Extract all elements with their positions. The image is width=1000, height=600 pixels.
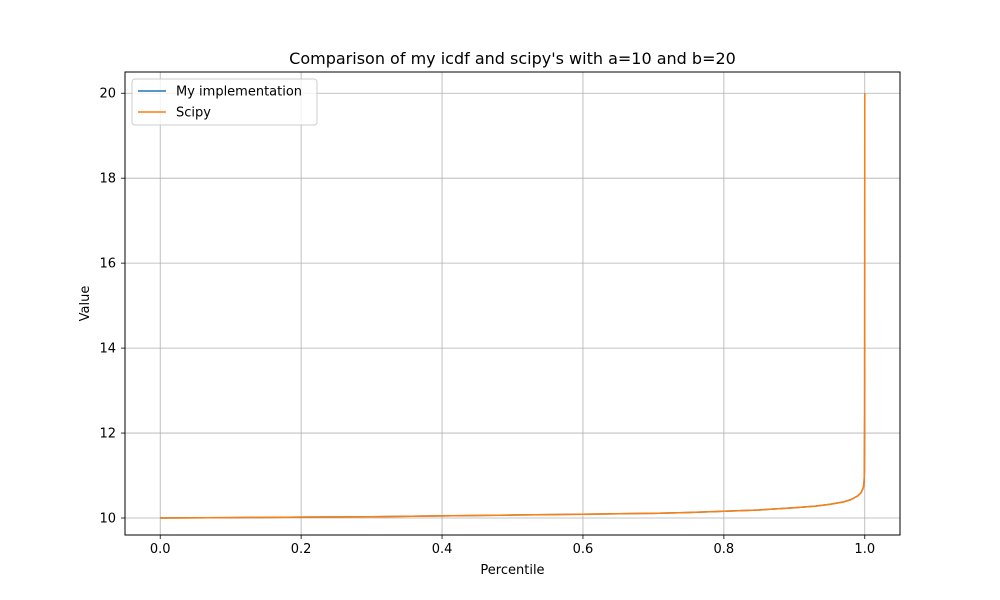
y-axis-ticks: 10 12 14 16 18 20 (99, 87, 125, 527)
legend: My implementation Scipy (131, 78, 318, 126)
x-tick-label: 0.8 (714, 542, 735, 557)
chart-title: Comparison of my icdf and scipy's with a… (289, 49, 736, 68)
plot-series (160, 93, 866, 519)
y-tick-label: 14 (99, 342, 116, 357)
y-tick-label: 20 (99, 87, 116, 102)
plot-frame (124, 71, 901, 536)
x-tick-label: 0.0 (150, 542, 171, 557)
legend-label-my-implementation: My implementation (176, 85, 302, 100)
y-axis-label: Value (78, 286, 93, 322)
x-tick-label: 0.4 (432, 542, 453, 557)
series-line-scipy (160, 93, 866, 519)
legend-box (131, 78, 318, 126)
x-tick-label: 1.0 (854, 542, 875, 557)
grid-lines (125, 72, 900, 535)
x-tick-label: 0.2 (291, 542, 312, 557)
y-tick-label: 10 (99, 512, 116, 527)
x-tick-label: 0.6 (573, 542, 594, 557)
x-axis-ticks: 0.0 0.2 0.4 0.6 0.8 1.0 (150, 535, 875, 557)
legend-label-scipy: Scipy (176, 106, 211, 121)
x-axis-label: Percentile (480, 563, 544, 578)
y-tick-label: 18 (99, 172, 116, 187)
y-tick-label: 12 (99, 427, 116, 442)
y-tick-label: 16 (99, 257, 116, 272)
